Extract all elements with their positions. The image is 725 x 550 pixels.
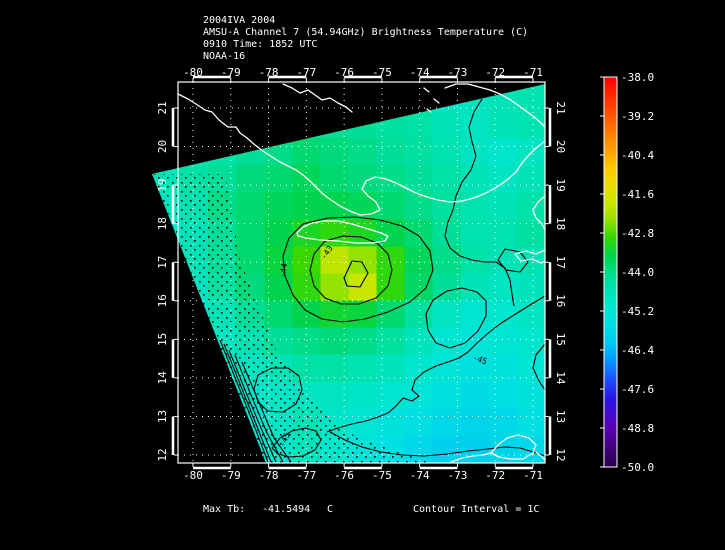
- lon-tick-label: -75: [372, 66, 392, 79]
- axes-layer: [171, 75, 552, 470]
- coastline-cays-1: [423, 87, 430, 93]
- lat-tick-label: 19: [554, 178, 567, 191]
- lat-tick-label: 18: [554, 217, 567, 230]
- limb-stipple-layer: [152, 174, 430, 463]
- coastline-cays-3: [426, 108, 432, 113]
- colorbar-tick-label: -39.2: [621, 110, 654, 123]
- lat-tick-label: 19: [156, 178, 169, 191]
- max-tb-value: -41.5494: [262, 504, 310, 515]
- coastline-cuba-northeast-coast: [444, 83, 546, 128]
- lat-tick-label: 16: [554, 294, 567, 307]
- max-tb-label: Max Tb:: [203, 504, 245, 515]
- lat-tick-label: 20: [156, 140, 169, 153]
- lat-tick-label: 17: [554, 256, 567, 269]
- coastline-cuba-south-coast-west: [177, 93, 324, 195]
- lat-tick-label: 12: [554, 448, 567, 461]
- lon-tick-label: -78: [259, 66, 279, 79]
- coastline-south-america-coast-west: [450, 452, 492, 463]
- colorbar-tick-label: -46.4: [621, 344, 654, 357]
- lat-tick-label: 21: [554, 101, 567, 114]
- lat-tick-label: 18: [156, 217, 169, 230]
- contour-label: -46: [225, 396, 236, 412]
- lon-tick-label: -74: [410, 469, 430, 482]
- max-tb-unit: C: [327, 504, 333, 515]
- lat-tick-label: 13: [554, 410, 567, 423]
- plot-title: AMSU-A Channel 7 (54.94GHz) Brightness T…: [203, 27, 528, 38]
- coastline-hispaniola-northwest: [532, 195, 546, 231]
- colorbar-tick-label: -45.2: [621, 305, 654, 318]
- contour-interval-label: Contour Interval = 1C: [413, 504, 539, 515]
- lon-tick-label: -71: [523, 469, 543, 482]
- storm-title: 2004IVA 2004: [203, 15, 275, 26]
- coastline-cuba-southeast-coast: [322, 140, 546, 216]
- lat-tick-label: 17: [156, 256, 169, 269]
- coastline-cuba-archipelago: [282, 83, 353, 113]
- map-layers: -44-43-45-45-46-80-80-79-79-78-78-77-77-…: [152, 66, 654, 482]
- contour-label: -44: [278, 262, 289, 278]
- axis-labels-layer: -80 -80 -79 -79 -78 -78 -77 -77 -76 -76 -75 -75 -74 -…: [156, 66, 567, 482]
- lon-tick-label: -77: [296, 469, 316, 482]
- coastline-jamaica: [296, 220, 389, 244]
- lat-tick-label: 21: [156, 101, 169, 114]
- lon-tick-label: -77: [296, 66, 316, 79]
- time-label: 0910 Time: 1852 UTC: [203, 39, 317, 50]
- lon-tick-label: -79: [221, 66, 241, 79]
- lon-tick-label: -74: [410, 66, 430, 79]
- lon-tick-label: -71: [523, 66, 543, 79]
- colorbar-tick-label: -42.8: [621, 227, 654, 240]
- colorbar-tick-label: -47.6: [621, 383, 654, 396]
- coastline-hispaniola-south-peninsula: [514, 249, 546, 264]
- lon-tick-label: -72: [485, 66, 505, 79]
- lon-tick-label: -78: [259, 469, 279, 482]
- coastline-layer: [177, 83, 546, 463]
- colorbar-tick-label: -38.0: [621, 71, 654, 84]
- lat-tick-label: 14: [156, 371, 169, 385]
- lat-tick-label: 14: [554, 371, 567, 385]
- lat-tick-label: 16: [156, 294, 169, 307]
- lon-tick-label: -76: [334, 66, 354, 79]
- coastline-cays-2: [433, 98, 440, 104]
- lon-tick-label: -73: [448, 66, 468, 79]
- lat-tick-label: 15: [554, 333, 567, 346]
- lon-tick-label: -75: [372, 469, 392, 482]
- colorbar-tick-label: -41.6: [621, 188, 654, 201]
- contour-layer: -44-43-45-45-46: [219, 98, 546, 463]
- lat-tick-label: 13: [156, 410, 169, 423]
- lon-tick-label: -73: [448, 469, 468, 482]
- colorbar-tick-label: -48.8: [621, 422, 654, 435]
- coastline-guajira-peninsula: [490, 434, 537, 460]
- lat-tick-label: 20: [554, 140, 567, 153]
- lon-tick-label: -72: [485, 469, 505, 482]
- lon-tick-label: -79: [221, 469, 241, 482]
- lat-tick-label: 15: [156, 333, 169, 346]
- colorbar-tick-label: -40.4: [621, 149, 654, 162]
- colorbar-tick-label: -44.0: [621, 266, 654, 279]
- colorbar-tick-label: -50.0: [621, 461, 654, 474]
- lat-tick-label: 12: [156, 448, 169, 461]
- satellite-label: NOAA-16: [203, 51, 245, 62]
- coastline-south-america-coast-east: [535, 451, 546, 461]
- lon-tick-label: -76: [334, 469, 354, 482]
- lon-tick-label: -80: [183, 469, 203, 482]
- colorbar: -38.0 -39.2 -40.4 -41.6 -42.8 -44.0 -45.2 -46.4…: [600, 71, 654, 474]
- lon-tick-label: -80: [183, 66, 203, 79]
